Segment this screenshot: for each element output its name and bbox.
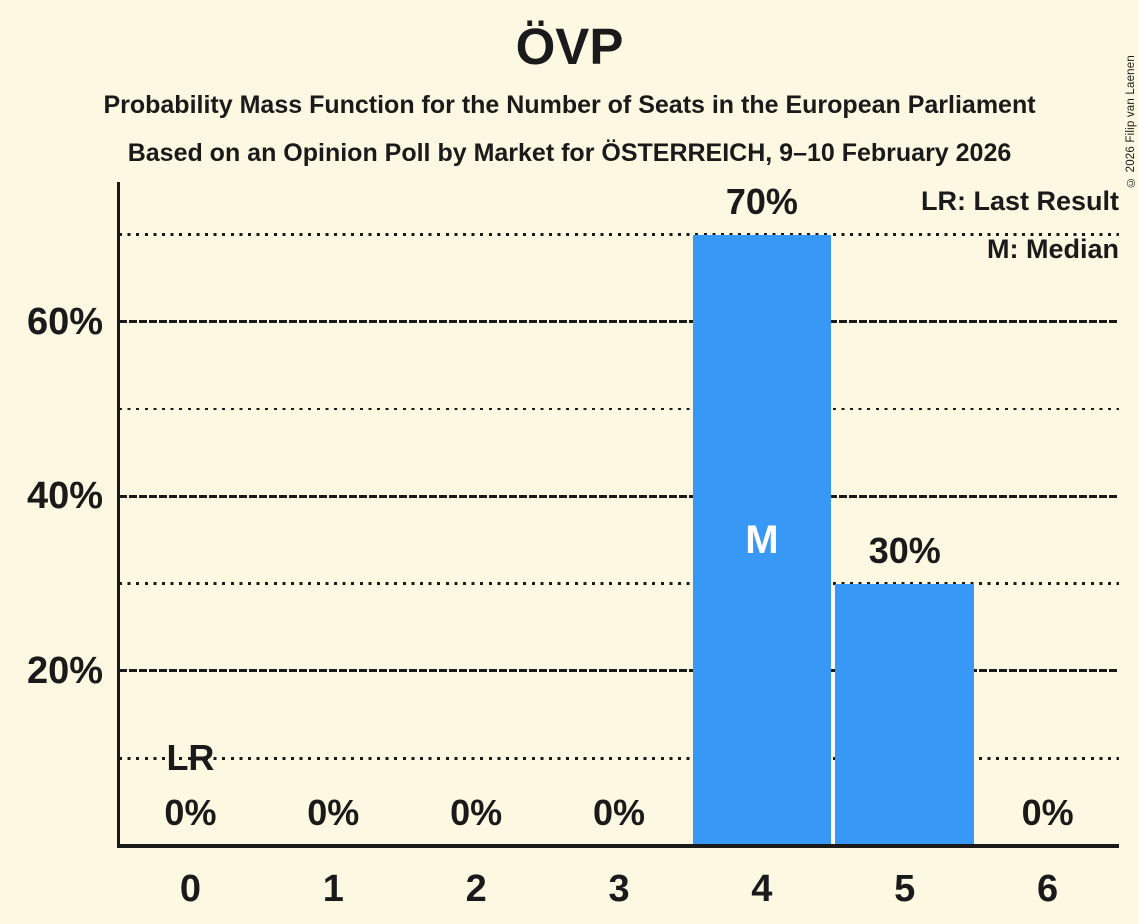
median-marker-label: M [745, 518, 779, 563]
chart-title: ÖVP [515, 18, 624, 75]
bar-value-label-1: 0% [307, 791, 360, 833]
bar-value-label-0: 0% [164, 791, 217, 833]
bar-value-label-6: 0% [1021, 791, 1074, 833]
x-axis-tick-label-4: 4 [751, 868, 773, 910]
x-axis-tick-label-2: 2 [465, 868, 487, 910]
x-axis-tick-label-1: 1 [322, 868, 344, 910]
gridline-minor-70 [119, 233, 1119, 236]
bar-seats-4: M [692, 234, 832, 846]
legend-last-result: LR: Last Result [920, 186, 1119, 216]
last-result-marker-label: LR [166, 737, 215, 779]
chart-subtitle-line1: Probability Mass Function for the Number… [103, 91, 1036, 119]
bar-seats-5 [835, 583, 974, 846]
bar-column-1: 0% 1 [262, 182, 405, 910]
gridline-minor-10 [119, 756, 1119, 760]
bar-column-0: LR 0% 0 [119, 182, 262, 910]
gridline-minor-30 [119, 582, 1119, 585]
gridline-major-40 [119, 494, 1119, 498]
bar-value-label-5: 30% [868, 529, 941, 571]
bar-value-label-2: 0% [450, 791, 503, 833]
x-axis-line [117, 844, 1119, 848]
bar-column-4: M 70% 4 [690, 180, 833, 910]
gridline-major-60 [119, 320, 1119, 324]
bar-value-label-3: 0% [592, 791, 646, 833]
gridline-minor-50 [119, 407, 1119, 411]
x-axis-tick-label-5: 5 [894, 868, 916, 910]
chart-subtitle-line2: Based on an Opinion Poll by Market for Ö… [127, 139, 1012, 167]
y-axis-tick-label: 40% [26, 475, 103, 518]
y-axis-tick-label: 20% [26, 649, 103, 692]
bar-value-label-4: 70% [725, 180, 798, 222]
x-axis-tick-label-0: 0 [179, 868, 202, 910]
bar-column-6: 0% 6 [976, 182, 1119, 910]
y-axis-tick-label: 60% [26, 300, 103, 343]
bar-column-2: 0% 2 [405, 182, 548, 910]
bar-column-3: 0% 3 [548, 182, 691, 910]
bar-column-5: 30% 5 [833, 182, 976, 910]
x-axis-tick-label-6: 6 [1037, 868, 1059, 910]
gridline-major-20 [119, 669, 1119, 673]
legend-median: M: Median [987, 234, 1119, 264]
x-axis-tick-label-3: 3 [608, 868, 630, 910]
y-axis-line [117, 182, 120, 848]
copyright-notice: © 2026 Filip van Laenen [1125, 55, 1137, 188]
